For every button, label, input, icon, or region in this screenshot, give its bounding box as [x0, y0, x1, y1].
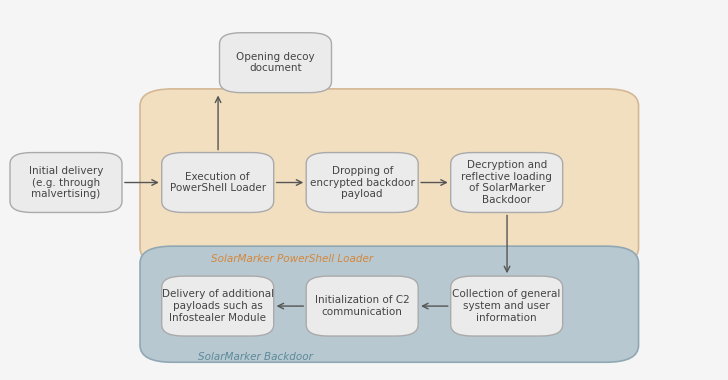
FancyBboxPatch shape: [140, 89, 638, 265]
Text: Opening decoy
document: Opening decoy document: [236, 52, 314, 73]
FancyBboxPatch shape: [220, 33, 331, 93]
Text: Initial delivery
(e.g. through
malvertising): Initial delivery (e.g. through malvertis…: [29, 166, 103, 199]
Text: Delivery of additional
payloads such as
Infostealer Module: Delivery of additional payloads such as …: [162, 290, 274, 323]
Text: Initialization of C2
communication: Initialization of C2 communication: [314, 295, 410, 317]
FancyBboxPatch shape: [306, 276, 418, 336]
FancyBboxPatch shape: [162, 276, 274, 336]
Text: Execution of
PowerShell Loader: Execution of PowerShell Loader: [170, 172, 266, 193]
Text: Collection of general
system and user
information: Collection of general system and user in…: [453, 290, 561, 323]
FancyBboxPatch shape: [451, 276, 563, 336]
Text: Decryption and
reflective loading
of SolarMarker
Backdoor: Decryption and reflective loading of Sol…: [462, 160, 552, 205]
Text: Dropping of
encrypted backdoor
payload: Dropping of encrypted backdoor payload: [309, 166, 415, 199]
Text: SolarMarker Backdoor: SolarMarker Backdoor: [198, 352, 313, 362]
FancyBboxPatch shape: [162, 152, 274, 212]
FancyBboxPatch shape: [10, 152, 122, 212]
FancyBboxPatch shape: [140, 246, 638, 362]
FancyBboxPatch shape: [306, 152, 418, 212]
FancyBboxPatch shape: [451, 152, 563, 212]
Text: SolarMarker PowerShell Loader: SolarMarker PowerShell Loader: [210, 254, 373, 264]
